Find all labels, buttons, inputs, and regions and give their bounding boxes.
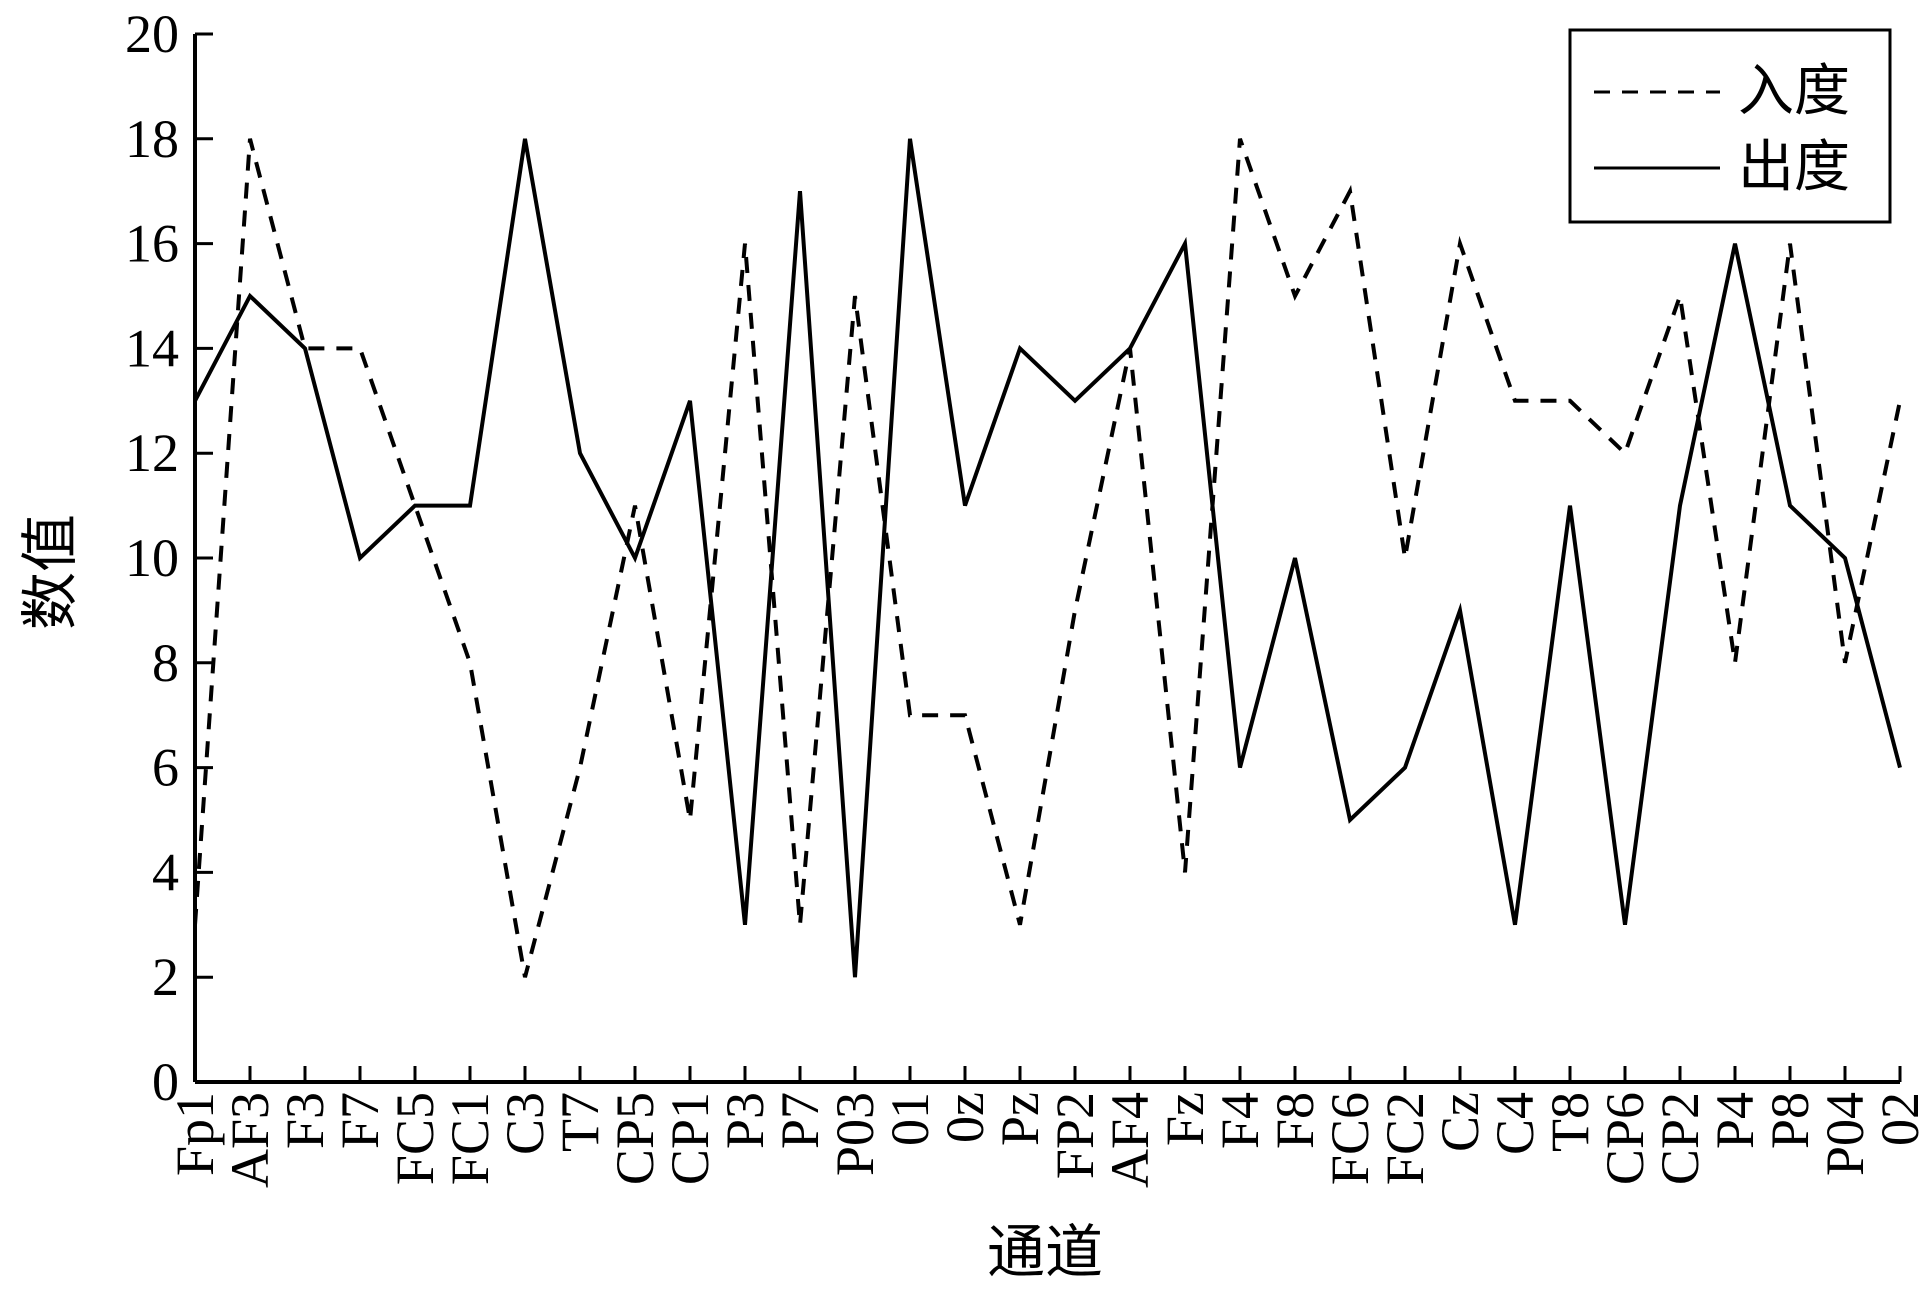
y-tick-label: 12	[125, 423, 179, 483]
series-layer	[195, 139, 1900, 977]
x-tick-label: FC1	[440, 1092, 500, 1185]
x-tick-label: Fz	[1155, 1092, 1215, 1146]
series-line-out-degree	[195, 139, 1900, 977]
y-axis-title: 数值	[18, 514, 83, 630]
x-tick-label: F8	[1265, 1092, 1325, 1149]
series-line-in-degree	[195, 139, 1900, 977]
y-tick-label: 6	[152, 738, 179, 798]
x-axis-title: 通道	[987, 1220, 1103, 1285]
legend: 入度 出度	[1570, 30, 1890, 222]
y-tick-label: 10	[125, 528, 179, 588]
x-tick-label: CP2	[1650, 1092, 1710, 1185]
x-tick-label: P4	[1705, 1092, 1765, 1149]
x-tick-label: Fp1	[165, 1092, 225, 1176]
x-tick-label: T7	[550, 1092, 610, 1152]
x-tick-label: Cz	[1430, 1092, 1490, 1152]
x-tick-label: P04	[1815, 1092, 1875, 1176]
x-tick-label: C3	[495, 1092, 555, 1155]
y-tick-label: 18	[125, 109, 179, 169]
y-tick-label: 8	[152, 633, 179, 693]
x-tick-label: P3	[715, 1092, 775, 1149]
y-tick-label: 16	[125, 214, 179, 274]
x-tick-label: CP6	[1595, 1092, 1655, 1185]
y-tick-label: 2	[152, 947, 179, 1007]
legend-label-out-degree: 出度	[1738, 137, 1850, 199]
x-tick-label: 02	[1870, 1092, 1930, 1146]
x-tick-label: F4	[1210, 1092, 1270, 1149]
x-axis-ticks: Fp1AF3F3F7FC5FC1C3T7CP5CP1P3P7P03010zPzF…	[165, 1066, 1930, 1188]
x-tick-label: C4	[1485, 1092, 1545, 1155]
y-tick-label: 14	[125, 318, 179, 378]
x-tick-label: 0z	[935, 1092, 995, 1143]
x-tick-label: FC6	[1320, 1092, 1380, 1185]
x-tick-label: F3	[275, 1092, 335, 1149]
x-tick-label: AF4	[1100, 1092, 1160, 1188]
y-tick-label: 4	[152, 842, 179, 902]
x-tick-label: CP1	[660, 1092, 720, 1185]
x-tick-label: P8	[1760, 1092, 1820, 1149]
x-tick-label: AF3	[220, 1092, 280, 1188]
x-tick-label: T8	[1540, 1092, 1600, 1152]
x-tick-label: FP2	[1045, 1092, 1105, 1179]
x-tick-label: CP5	[605, 1092, 665, 1185]
x-tick-label: Pz	[990, 1092, 1050, 1146]
x-tick-label: P03	[825, 1092, 885, 1176]
x-tick-label: FC2	[1375, 1092, 1435, 1185]
x-tick-label: P7	[770, 1092, 830, 1149]
x-tick-label: F7	[330, 1092, 390, 1149]
y-tick-label: 20	[125, 4, 179, 64]
legend-label-in-degree: 入度	[1738, 61, 1850, 123]
x-tick-label: 01	[880, 1092, 940, 1146]
x-tick-label: FC5	[385, 1092, 445, 1185]
